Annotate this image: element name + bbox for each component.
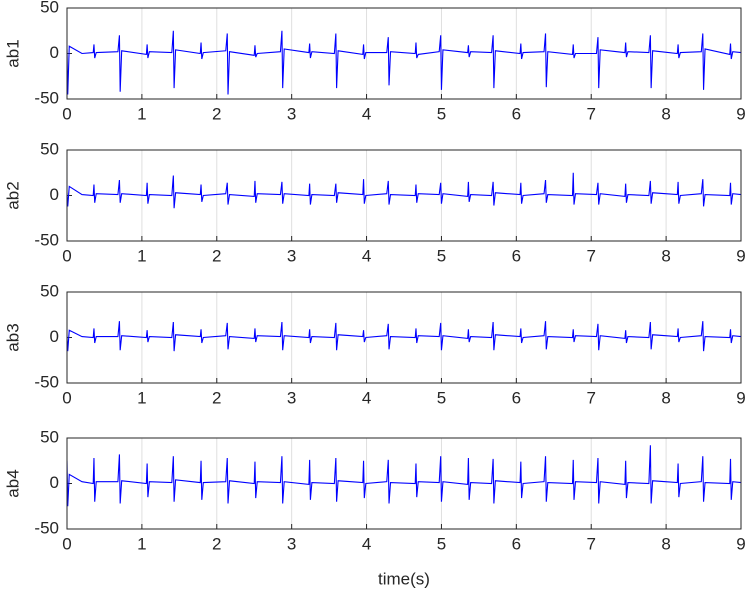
axes-frame bbox=[66, 149, 742, 242]
x-tick-label: 6 bbox=[512, 388, 521, 407]
x-tick-label: 7 bbox=[586, 388, 595, 407]
y-tick-label: 50 bbox=[40, 427, 59, 446]
x-tick-label: 0 bbox=[62, 534, 71, 553]
x-tick-label: 0 bbox=[62, 246, 71, 265]
x-tick-label: 2 bbox=[212, 388, 221, 407]
x-tick-label: 4 bbox=[362, 388, 371, 407]
signal-line bbox=[67, 172, 741, 209]
y-tick-label: 50 bbox=[40, 281, 59, 300]
y-tick-label: 0 bbox=[50, 327, 59, 346]
x-tick-label: 8 bbox=[661, 246, 670, 265]
x-tick-label: 1 bbox=[137, 534, 146, 553]
y-tick-label: -50 bbox=[34, 230, 59, 249]
x-tick-label: 8 bbox=[661, 104, 670, 123]
axes-frame bbox=[66, 291, 742, 384]
signal-line bbox=[67, 321, 741, 352]
x-tick-label: 6 bbox=[512, 534, 521, 553]
y-tick-label: 0 bbox=[50, 473, 59, 492]
x-tick-label: 2 bbox=[212, 534, 221, 553]
x-tick-label: 5 bbox=[437, 246, 446, 265]
y-tick-label: 0 bbox=[50, 185, 59, 204]
x-tick-label: 9 bbox=[736, 246, 745, 265]
x-tick-label: 6 bbox=[512, 246, 521, 265]
y-tick-label: 50 bbox=[40, 0, 59, 16]
x-tick-label: 8 bbox=[661, 388, 670, 407]
x-tick-label: 3 bbox=[287, 534, 296, 553]
x-tick-label: 4 bbox=[362, 104, 371, 123]
axes-frame bbox=[66, 7, 742, 100]
y-tick-label: -50 bbox=[34, 88, 59, 107]
x-tick-label: 3 bbox=[287, 104, 296, 123]
x-tick-label: 3 bbox=[287, 388, 296, 407]
axes-frame bbox=[66, 437, 742, 530]
x-tick-label: 5 bbox=[437, 534, 446, 553]
y-tick-label: -50 bbox=[34, 518, 59, 537]
plot-area bbox=[67, 8, 741, 99]
x-tick-label: 3 bbox=[287, 246, 296, 265]
x-tick-label: 8 bbox=[661, 534, 670, 553]
x-tick-label: 7 bbox=[586, 246, 595, 265]
x-tick-label: 9 bbox=[736, 388, 745, 407]
x-tick-label: 1 bbox=[137, 104, 146, 123]
x-tick-label: 4 bbox=[362, 246, 371, 265]
y-tick-label: -50 bbox=[34, 372, 59, 391]
y-axis-label: ab3 bbox=[3, 323, 22, 351]
signal-line bbox=[67, 445, 741, 507]
y-axis-label: ab1 bbox=[3, 39, 22, 67]
x-tick-label: 4 bbox=[362, 534, 371, 553]
y-tick-label: 50 bbox=[40, 139, 59, 158]
x-tick-label: 0 bbox=[62, 104, 71, 123]
x-axis-label: time(s) bbox=[378, 569, 430, 588]
x-tick-label: 1 bbox=[137, 246, 146, 265]
y-axis-label: ab2 bbox=[3, 181, 22, 209]
x-tick-label: 1 bbox=[137, 388, 146, 407]
x-tick-label: 5 bbox=[437, 104, 446, 123]
x-tick-label: 2 bbox=[212, 104, 221, 123]
x-tick-label: 7 bbox=[586, 534, 595, 553]
x-tick-label: 5 bbox=[437, 388, 446, 407]
x-tick-label: 6 bbox=[512, 104, 521, 123]
x-tick-label: 0 bbox=[62, 388, 71, 407]
x-tick-label: 9 bbox=[736, 104, 745, 123]
y-tick-label: 0 bbox=[50, 43, 59, 62]
signal-line bbox=[67, 30, 741, 95]
x-tick-label: 2 bbox=[212, 246, 221, 265]
y-axis-label: ab4 bbox=[3, 469, 22, 497]
x-tick-label: 7 bbox=[586, 104, 595, 123]
x-tick-label: 9 bbox=[736, 534, 745, 553]
